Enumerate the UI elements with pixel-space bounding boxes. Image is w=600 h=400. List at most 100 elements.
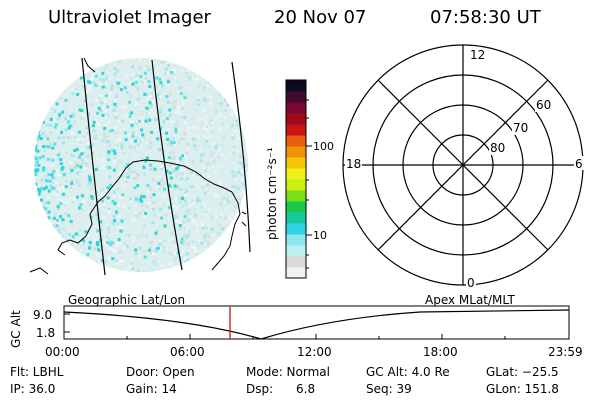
- emission-speck: [84, 90, 88, 94]
- emission-speck: [156, 137, 160, 141]
- emission-speck: [201, 227, 205, 230]
- emission-speck: [96, 158, 100, 162]
- emission-speck: [98, 238, 102, 242]
- emission-speck: [138, 58, 141, 62]
- emission-speck: [205, 125, 209, 129]
- emission-speck: [169, 252, 173, 256]
- emission-speck: [168, 171, 172, 175]
- emission-speck: [135, 77, 139, 81]
- emission-speck: [163, 224, 167, 228]
- emission-speck: [71, 92, 75, 96]
- emission-speck: [56, 162, 60, 166]
- emission-speck: [41, 217, 45, 221]
- emission-speck: [176, 117, 180, 121]
- emission-speck: [192, 173, 196, 177]
- emission-speck: [77, 233, 80, 237]
- emission-speck: [155, 76, 159, 80]
- emission-speck: [43, 201, 47, 205]
- emission-speck: [228, 128, 232, 132]
- emission-speck: [71, 259, 75, 262]
- emission-speck: [201, 121, 205, 125]
- emission-speck: [103, 124, 107, 128]
- emission-speck: [220, 147, 224, 151]
- emission-speck: [49, 142, 52, 146]
- emission-speck: [229, 151, 233, 155]
- emission-speck: [160, 60, 163, 64]
- emission-speck: [95, 241, 99, 245]
- emission-speck: [74, 71, 78, 75]
- mlt-label-12: 12: [470, 48, 485, 62]
- emission-speck: [75, 171, 79, 175]
- emission-speck: [196, 102, 200, 106]
- emission-speck: [80, 158, 84, 162]
- emission-speck: [143, 249, 147, 253]
- polar-meridian: [377, 79, 549, 251]
- emission-speck: [122, 248, 126, 252]
- emission-speck: [34, 164, 38, 167]
- emission-speck: [225, 79, 229, 83]
- emission-speck: [158, 77, 162, 81]
- emission-speck: [150, 126, 154, 129]
- emission-speck: [238, 197, 242, 201]
- emission-speck: [62, 83, 66, 87]
- emission-speck: [50, 224, 54, 228]
- emission-speck: [99, 261, 103, 264]
- emission-speck: [178, 195, 182, 199]
- emission-speck: [105, 188, 109, 192]
- emission-speck: [59, 171, 62, 175]
- emission-speck: [42, 145, 46, 148]
- emission-speck: [230, 201, 234, 205]
- emission-speck: [101, 85, 105, 89]
- emission-speck: [247, 82, 248, 86]
- emission-speck: [181, 249, 185, 253]
- emission-speck: [243, 183, 246, 186]
- emission-speck: [35, 248, 39, 252]
- emission-speck: [139, 71, 143, 75]
- emission-speck: [226, 75, 230, 79]
- emission-speck: [73, 154, 77, 158]
- emission-speck: [209, 82, 213, 86]
- emission-speck: [226, 95, 230, 99]
- emission-speck: [76, 92, 80, 96]
- emission-speck: [183, 178, 187, 182]
- emission-speck: [60, 199, 64, 203]
- emission-speck: [159, 247, 163, 251]
- emission-speck: [221, 227, 225, 231]
- emission-speck: [89, 215, 93, 219]
- emission-speck: [42, 168, 45, 172]
- emission-speck: [60, 130, 63, 134]
- emission-speck: [194, 213, 197, 217]
- emission-speck: [88, 211, 91, 215]
- emission-speck: [178, 226, 182, 230]
- emission-speck: [200, 155, 204, 159]
- emission-speck: [209, 176, 213, 180]
- emission-speck: [139, 157, 143, 161]
- emission-speck: [130, 120, 133, 124]
- emission-speck: [159, 165, 163, 168]
- emission-speck: [178, 86, 182, 90]
- emission-speck: [231, 123, 235, 127]
- emission-speck: [174, 197, 178, 201]
- emission-speck: [151, 221, 155, 225]
- emission-speck: [139, 66, 143, 70]
- emission-speck: [157, 96, 160, 100]
- emission-speck: [237, 136, 241, 140]
- emission-speck: [220, 122, 224, 126]
- emission-speck: [161, 195, 165, 199]
- emission-speck: [61, 192, 65, 196]
- emission-speck: [114, 140, 118, 144]
- emission-speck: [195, 188, 199, 192]
- mode-readout: Mode: Normal: [246, 365, 330, 379]
- emission-speck: [111, 257, 115, 261]
- emission-speck: [160, 263, 164, 267]
- emission-speck: [211, 216, 215, 220]
- emission-speck: [58, 231, 62, 235]
- emission-speck: [50, 107, 54, 110]
- emission-speck: [93, 264, 97, 268]
- emission-speck: [47, 106, 51, 110]
- emission-speck: [87, 271, 91, 272]
- emission-speck: [175, 159, 179, 163]
- emission-speck: [234, 190, 238, 194]
- emission-speck: [106, 198, 110, 202]
- emission-speck: [69, 220, 73, 223]
